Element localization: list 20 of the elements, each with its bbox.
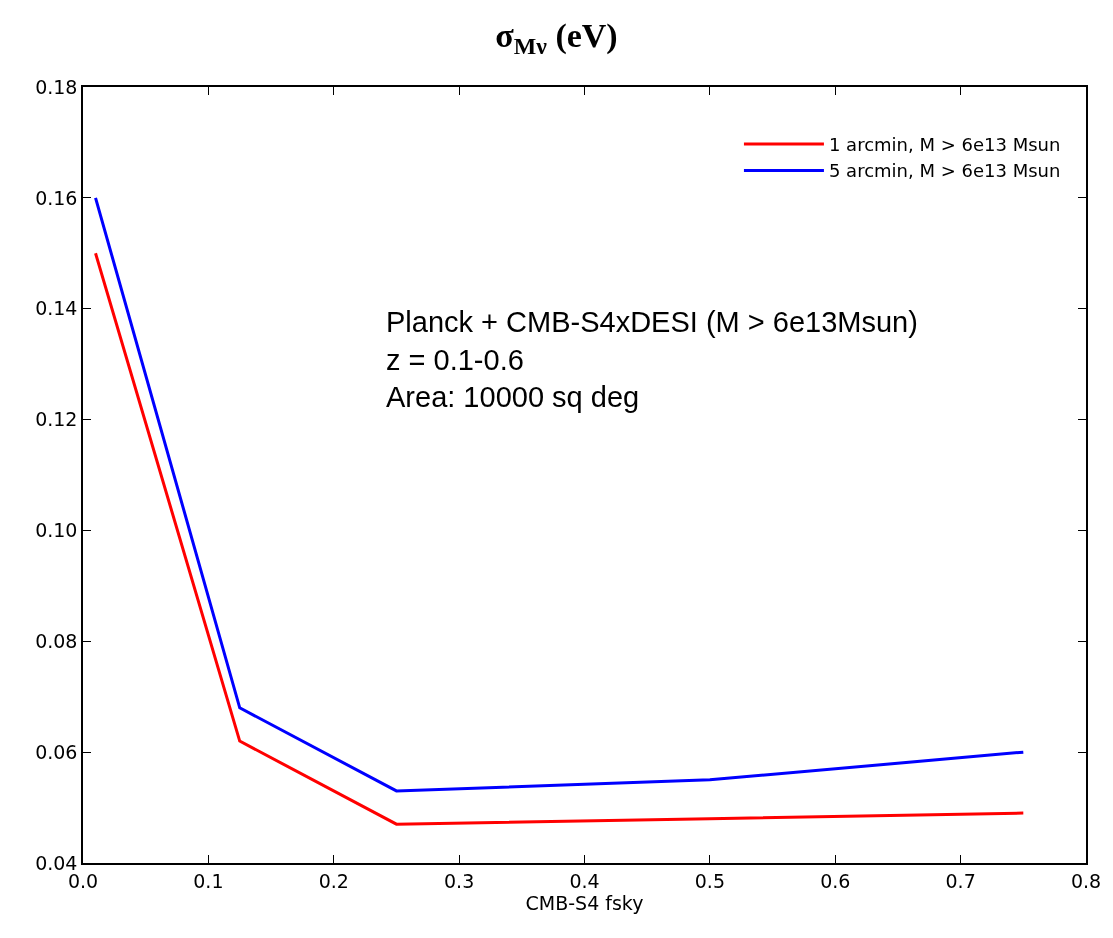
y-tick-label: 0.08 xyxy=(35,629,78,652)
y-tick-label: 0.18 xyxy=(35,75,78,98)
x-tick-label: 0.6 xyxy=(820,869,851,892)
x-tick-label: 0.1 xyxy=(193,869,224,892)
y-tick-label: 0.16 xyxy=(35,186,78,209)
x-tick-label: 0.8 xyxy=(1070,869,1102,892)
x-tick-label: 0.4 xyxy=(569,869,600,892)
x-tick-label: 0.2 xyxy=(318,869,349,892)
y-tick-label: 0.14 xyxy=(35,297,78,320)
legend-label: 1 arcmin, M > 6e13 Msun xyxy=(828,134,1061,156)
x-tick-label: 0.7 xyxy=(945,869,976,892)
y-tick-label: 0.12 xyxy=(35,408,78,431)
x-tick-label: 0.3 xyxy=(444,869,475,892)
legend-label: 5 arcmin, M > 6e13 Msun xyxy=(828,160,1061,182)
x-axis-title: CMB-S4 fsky xyxy=(525,891,644,914)
annotation: Planck + CMB-S4xDESI (M > 6e13Msun) z = 0.1-0.6 Area: 10000 sq deg xyxy=(386,306,918,414)
x-tick-label: 0.5 xyxy=(694,869,725,892)
y-tick-label: 0.06 xyxy=(35,740,78,763)
chart-title: σ$_{Mν}$ (eV) xyxy=(495,17,618,60)
y-tick-label: 0.10 xyxy=(35,519,78,542)
